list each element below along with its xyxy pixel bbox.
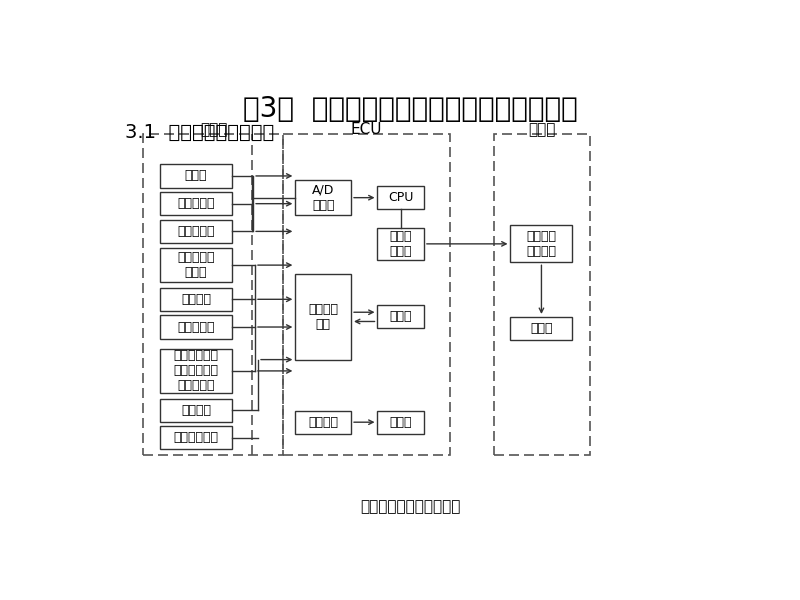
Text: 起动信号: 起动信号 — [181, 404, 211, 416]
Bar — [161, 316, 232, 338]
Text: A/D
转换器: A/D 转换器 — [312, 184, 334, 212]
Bar — [378, 410, 424, 434]
Text: 车速传感器: 车速传感器 — [178, 320, 215, 334]
Text: 空调开关: 空调开关 — [181, 293, 211, 306]
Bar — [378, 305, 424, 328]
Bar — [143, 134, 283, 455]
Bar — [161, 427, 232, 449]
Text: 3.1  发动机点火控制系统: 3.1 发动机点火控制系统 — [125, 123, 274, 142]
Text: 节气门位置
传感器: 节气门位置 传感器 — [178, 251, 215, 279]
Text: 第3章  发动机点火控制系统及其他控制系统: 第3章 发动机点火控制系统及其他控制系统 — [242, 95, 578, 123]
Bar — [161, 248, 232, 283]
Text: 执行器: 执行器 — [528, 122, 555, 137]
Text: 水温传感器: 水温传感器 — [178, 225, 215, 238]
Text: CPU: CPU — [388, 191, 414, 204]
Text: 传感器: 传感器 — [200, 122, 227, 137]
Bar — [161, 349, 232, 393]
Text: 空挡起动开关: 空挡起动开关 — [174, 431, 218, 445]
Text: 蓄电池: 蓄电池 — [185, 169, 207, 182]
Text: 火花塞: 火花塞 — [530, 322, 553, 335]
Bar — [295, 410, 351, 434]
Bar — [510, 226, 573, 262]
Bar — [510, 317, 573, 340]
Text: 空气流量计: 空气流量计 — [178, 197, 215, 210]
Text: 输出接
口电路: 输出接 口电路 — [390, 230, 412, 258]
Bar — [161, 164, 232, 187]
Text: 分电器（基准
位置与曲轴角
度传感器）: 分电器（基准 位置与曲轴角 度传感器） — [174, 349, 218, 392]
Text: 输入接口
电路: 输入接口 电路 — [308, 303, 338, 331]
Bar — [494, 134, 590, 455]
Text: ECU: ECU — [351, 122, 382, 137]
Text: 存储器: 存储器 — [390, 310, 412, 323]
Bar — [378, 186, 424, 209]
Bar — [283, 134, 450, 455]
Bar — [161, 220, 232, 243]
Text: 电子控制点火系统的结构: 电子控制点火系统的结构 — [360, 499, 460, 514]
Text: 稳压电源: 稳压电源 — [308, 416, 338, 428]
Bar — [295, 274, 351, 359]
Bar — [161, 288, 232, 311]
Text: 存储器: 存储器 — [390, 416, 412, 428]
Bar — [161, 398, 232, 422]
Bar — [378, 227, 424, 260]
Bar — [295, 181, 351, 215]
Bar — [161, 192, 232, 215]
Text: 点火线圈
控制组件: 点火线圈 控制组件 — [526, 230, 557, 258]
